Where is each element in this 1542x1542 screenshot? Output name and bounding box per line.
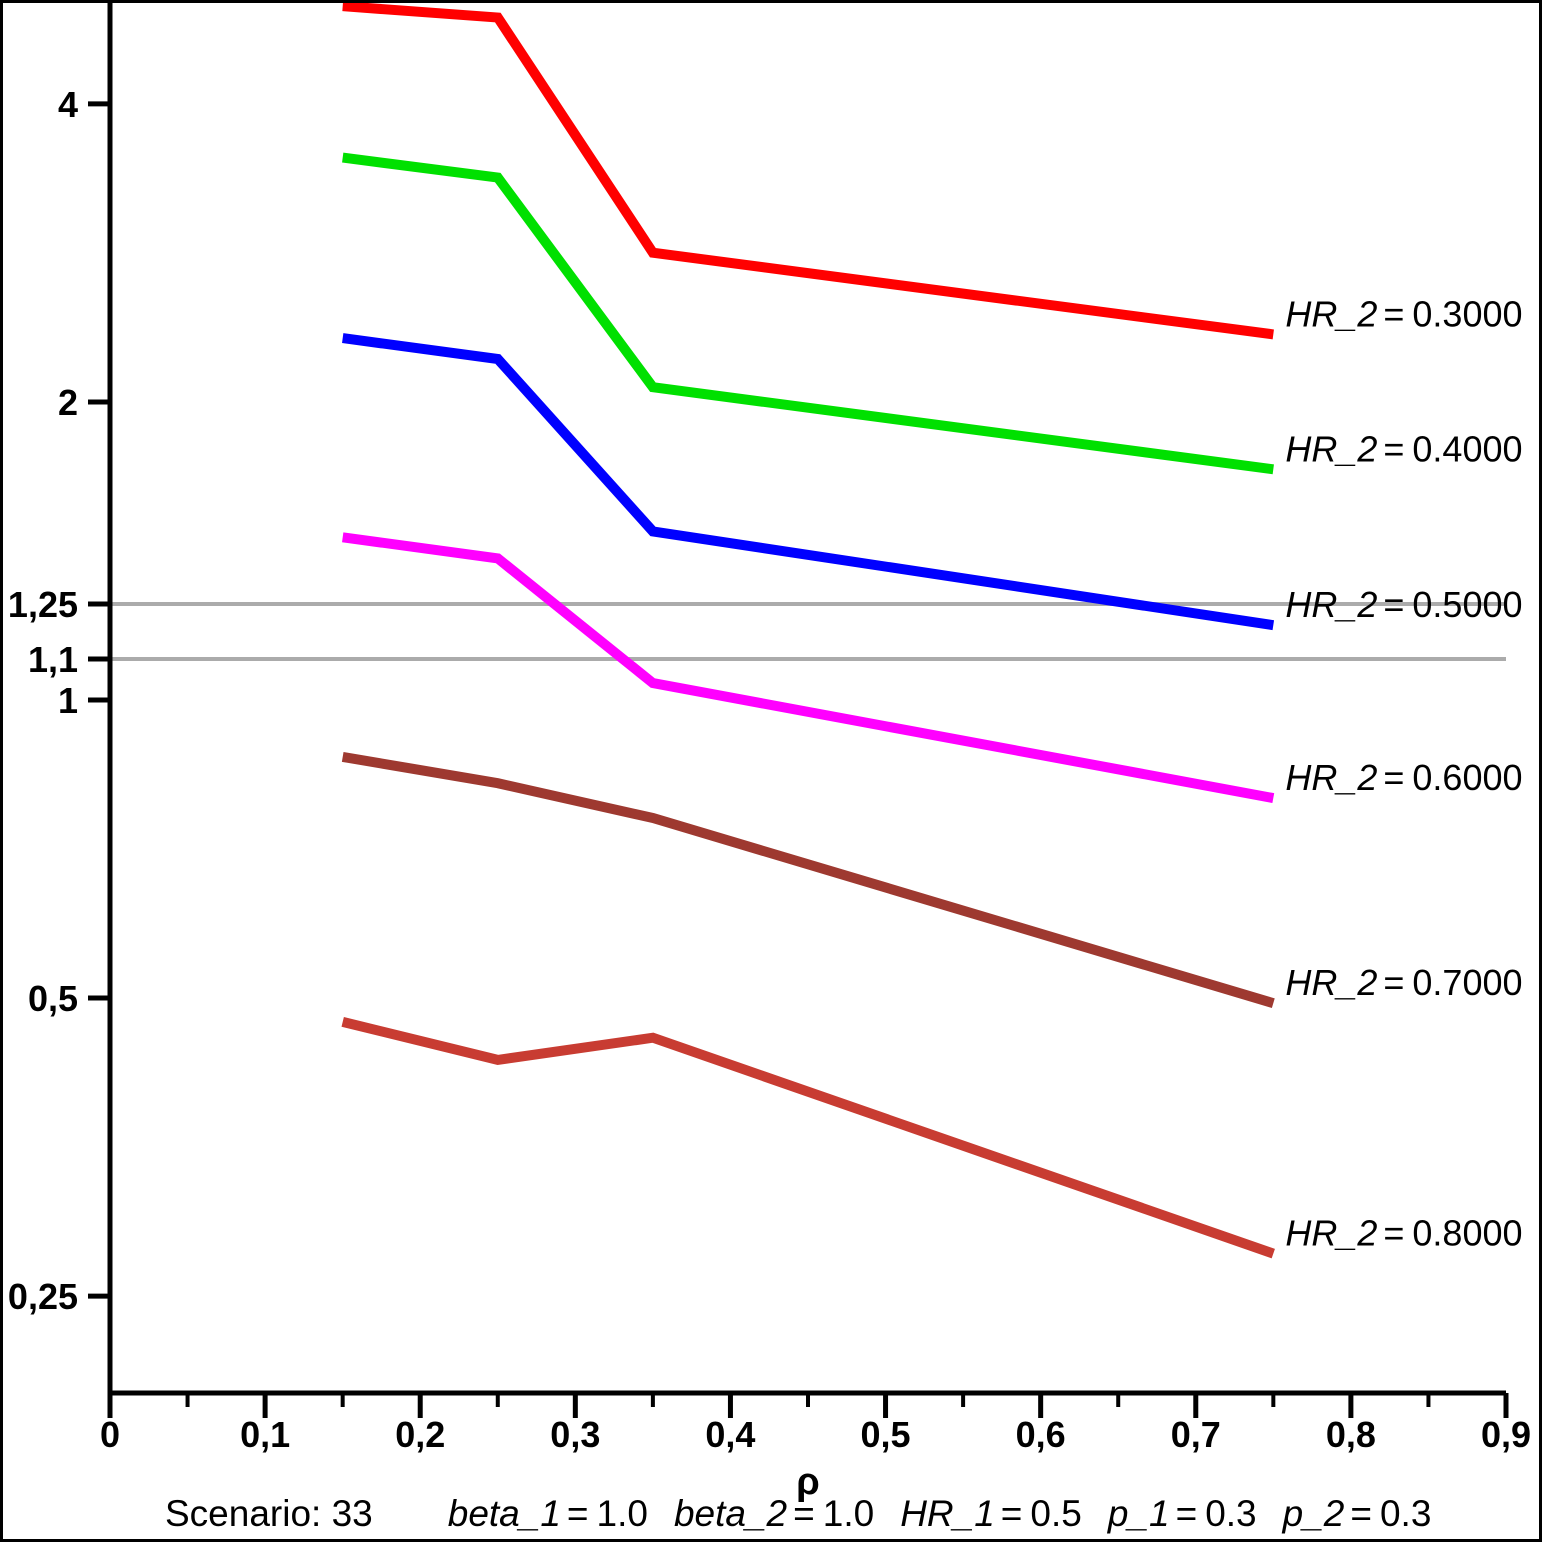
param-eq: = [1176,1493,1198,1534]
param-name: beta_2 [674,1493,788,1534]
series-label-eq: = [1383,584,1404,625]
series-label-var: HR_2 [1285,962,1377,1003]
y-tick-label: 1 [58,680,78,721]
series-label-var: HR_2 [1285,1213,1377,1254]
series-label: HR_2 = 0.6000 [1285,757,1522,798]
x-tick-label: 0,4 [705,1414,755,1455]
param-name: HR_1 [900,1493,995,1534]
param-value: 1.0 [597,1493,648,1534]
series-label-value: 0.5000 [1412,584,1522,625]
x-tick-label: 0,9 [1481,1414,1531,1455]
series-line [342,532,1275,804]
param-name: beta_1 [448,1493,561,1534]
y-tick-label: 1,25 [8,584,78,625]
series-label-var: HR_2 [1285,757,1377,798]
series-label-value: 0.4000 [1412,428,1522,469]
series-label-var: HR_2 [1285,584,1377,625]
footnote: Scenario: 33 beta_1 = 1.0 beta_2 = 1.0 HR_1 = 0.5… [165,1493,1431,1534]
param-eq: = [793,1493,815,1534]
x-tick-label: 0,6 [1016,1414,1066,1455]
series-label-eq: = [1383,757,1404,798]
series-label-value: 0.7000 [1412,962,1522,1003]
y-tick-label: 4 [58,84,78,125]
series-label: HR_2 = 0.4000 [1285,428,1522,469]
series-line [341,1017,1275,1259]
x-tick-label: 0 [100,1414,120,1455]
y-tick-label: 1,1 [28,639,78,680]
param-value: 0.3 [1205,1493,1256,1534]
series-line [341,751,1275,1008]
series-label-eq: = [1383,962,1404,1003]
series-line [342,1,1274,340]
param-name: p_1 [1107,1493,1170,1534]
y-tick-label: 0,5 [28,978,78,1019]
series-label-var: HR_2 [1285,428,1377,469]
series-line [342,152,1274,475]
series-label-value: 0.3000 [1412,293,1522,334]
series-label-value: 0.6000 [1412,757,1522,798]
param-eq: = [1001,1493,1023,1534]
series-label: HR_2 = 0.5000 [1285,584,1522,625]
x-tick-label: 0,2 [395,1414,445,1455]
series-label: HR_2 = 0.8000 [1285,1213,1522,1254]
x-tick-label: 0,5 [861,1414,911,1455]
series-label: HR_2 = 0.3000 [1285,293,1522,334]
x-tick-label: 0,8 [1326,1414,1376,1455]
series-label-var: HR_2 [1285,293,1377,334]
param-value: 1.0 [823,1493,874,1534]
series-label-value: 0.8000 [1412,1213,1522,1254]
y-tick-label: 2 [58,382,78,423]
series-label: HR_2 = 0.7000 [1285,962,1522,1003]
series-label-eq: = [1383,428,1404,469]
param-eq: = [1350,1493,1372,1534]
param-value: 0.3 [1380,1493,1431,1534]
scenario-label: Scenario: 33 [165,1493,373,1534]
series-label-eq: = [1383,1213,1404,1254]
param-name: p_2 [1282,1493,1345,1534]
x-tick-label: 0,3 [550,1414,600,1455]
param-eq: = [567,1493,589,1534]
x-tick-label: 0,7 [1171,1414,1221,1455]
series-label-eq: = [1383,293,1404,334]
x-axis-title: ρ [796,1461,820,1503]
param-value: 0.5 [1030,1493,1081,1534]
y-tick-label: 0,25 [8,1276,78,1317]
x-tick-label: 0,1 [240,1414,290,1455]
series-line [342,333,1275,631]
